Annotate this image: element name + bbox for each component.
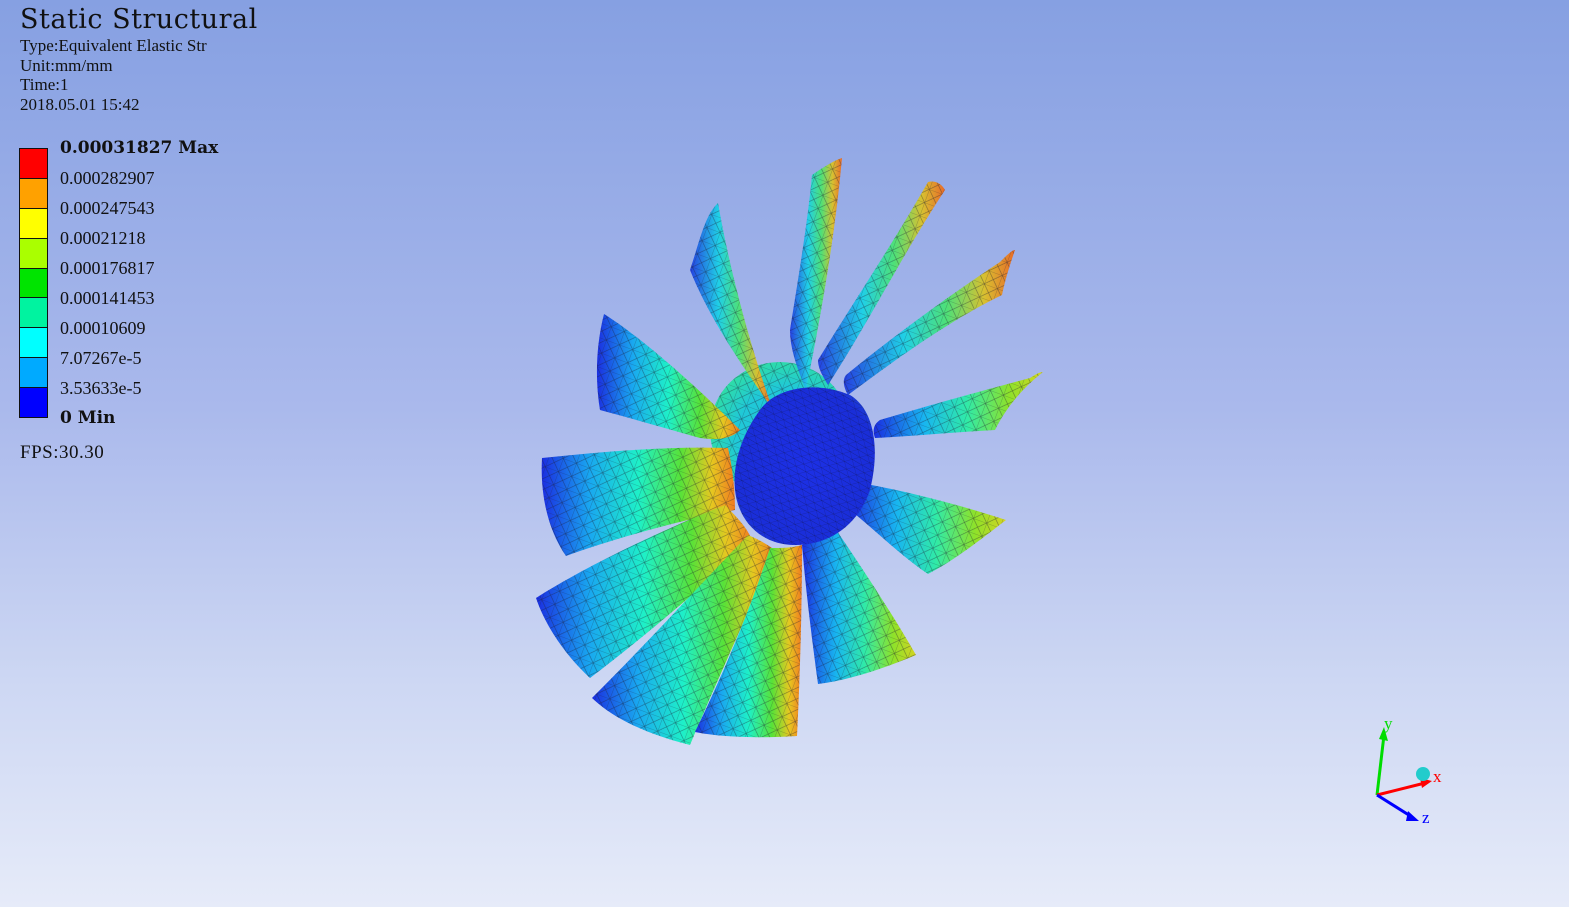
impeller-model <box>536 158 1043 745</box>
result-time: Time:1 <box>20 75 69 94</box>
legend-label: 0.00021218 <box>60 228 146 248</box>
y-axis-label: y <box>1384 714 1393 733</box>
legend-label: 0.000141453 <box>60 288 155 308</box>
legend-labels: 0.00031827 Max 0.000282907 0.000247543 0… <box>60 138 320 438</box>
z-axis-line <box>1376 793 1413 819</box>
legend-label: 0.00010609 <box>60 318 146 338</box>
blade-lower-2 <box>695 545 802 738</box>
blade-left-1 <box>596 314 740 440</box>
triad-origin-marker <box>1416 767 1430 781</box>
blade-upper-4 <box>843 250 1015 395</box>
legend-label: 0.000247543 <box>60 198 155 218</box>
legend-color-bar <box>19 148 48 418</box>
legend-swatch <box>20 149 47 179</box>
blade-upper-2 <box>790 158 842 390</box>
legend-label: 7.07267e-5 <box>60 348 142 368</box>
blade-right-1 <box>873 372 1043 438</box>
blade-upper-3 <box>818 181 945 385</box>
legend-swatch <box>20 298 47 329</box>
legend-swatch <box>20 268 47 299</box>
legend-swatch <box>20 328 47 359</box>
result-type: Type:Equivalent Elastic Str <box>20 36 207 55</box>
legend-swatch <box>20 238 47 269</box>
legend-swatch <box>20 358 47 389</box>
blade-left-3 <box>536 505 752 678</box>
fps-counter: FPS:30.30 <box>20 442 105 463</box>
legend-swatch <box>20 388 47 418</box>
blade-left-2 <box>541 447 735 556</box>
legend-label: 0.000176817 <box>60 258 155 278</box>
result-info-panel: Static Structural Type:Equivalent Elasti… <box>20 4 258 114</box>
x-axis-line <box>1376 781 1426 797</box>
y-axis-arrow <box>1379 727 1388 741</box>
legend-label-max: 0.00031827 Max <box>60 138 219 158</box>
blade-upper-1 <box>690 203 772 408</box>
hub <box>734 387 875 545</box>
axis-triad[interactable]: y x z <box>1350 705 1470 835</box>
legend-swatch <box>20 208 47 239</box>
blade-lower-3 <box>802 528 916 684</box>
legend-label-min: 0 Min <box>60 408 116 428</box>
x-axis-label: x <box>1433 767 1442 786</box>
y-axis-line <box>1375 734 1386 796</box>
legend-swatch <box>20 178 47 209</box>
z-axis-label: z <box>1422 808 1430 827</box>
result-datetime: 2018.05.01 15:42 <box>20 94 140 114</box>
legend-label: 3.53633e-5 <box>60 378 142 398</box>
analysis-title: Static Structural <box>20 4 258 35</box>
result-unit: Unit:mm/mm <box>20 55 113 75</box>
blade-lower-1 <box>592 535 775 745</box>
z-axis-arrow <box>1406 811 1419 821</box>
blade-right-2 <box>850 484 1006 574</box>
legend-label: 0.000282907 <box>60 168 155 188</box>
